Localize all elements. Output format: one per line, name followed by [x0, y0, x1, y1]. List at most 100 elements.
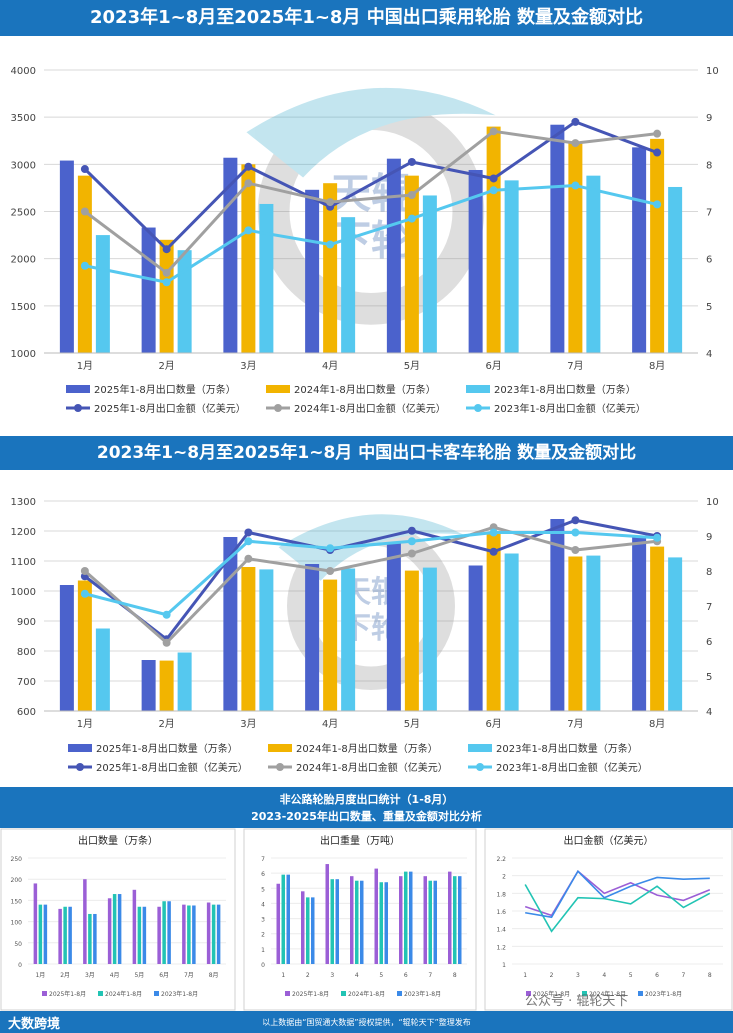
- truck-legend-marker: [476, 763, 484, 771]
- offroad-2-bar-1-7: [423, 876, 427, 964]
- offroad-1-bar-1-4: [107, 898, 112, 964]
- offroad-2-bar-3-6: [409, 871, 413, 964]
- offroad-3-xtick-label: 4: [602, 972, 606, 979]
- truck-legend-marker: [76, 763, 84, 771]
- offroad-2-bar-1-6: [399, 876, 403, 964]
- passenger-line-2-point-5: [407, 190, 416, 199]
- truck-bar-3-4: [341, 568, 356, 711]
- offroad-2-bar-2-3: [330, 879, 334, 964]
- offroad-2-xtick-label: 6: [404, 972, 408, 979]
- truck-xtick-label: 3月: [240, 718, 256, 730]
- truck-legend-swatch: [68, 744, 92, 752]
- offroad-1-bar-3-3: [93, 913, 97, 964]
- offroad-2-ytick-label: 1: [261, 947, 265, 954]
- truck-line-3-point-4: [326, 544, 335, 553]
- offroad-1-ytick-label: 200: [11, 877, 23, 884]
- offroad-3-xtick-label: 5: [629, 972, 633, 979]
- offroad-1-bar-2-5: [137, 906, 142, 964]
- offroad-1-bar-1-1: [33, 883, 38, 964]
- truck-bar-1-1: [59, 585, 74, 711]
- passenger-xtick-label: 7月: [567, 360, 583, 372]
- passenger-line-1-point-5: [407, 157, 416, 166]
- truck-y2tick-label: 7: [706, 602, 712, 613]
- offroad-1-legend-swatch: [154, 991, 159, 996]
- offroad-1-bar-1-7: [182, 904, 186, 964]
- truck-ytick-label: 1200: [11, 527, 36, 538]
- truck-line-3-point-8: [653, 533, 662, 542]
- offroad-2-bar-1-1: [276, 883, 280, 964]
- offroad-3-ytick-label: 2.2: [496, 856, 506, 863]
- offroad-2-ytick-label: 2: [261, 932, 265, 939]
- passenger-line-2-point-2: [162, 268, 171, 277]
- passenger-bar-3-8: [668, 186, 683, 353]
- offroad-2-legend-swatch: [341, 991, 346, 996]
- offroad-2-ytick-label: 6: [261, 871, 265, 878]
- passenger-bar-3-6: [504, 180, 519, 353]
- offroad-1-xtick-label: 4月: [110, 972, 120, 979]
- offroad-2-xtick-label: 3: [330, 972, 334, 979]
- passenger-y2tick-label: 9: [706, 113, 712, 124]
- offroad-2-bar-2-4: [355, 880, 359, 964]
- passenger-bar-1-2: [141, 227, 156, 353]
- truck-line-2-point-4: [326, 567, 335, 575]
- passenger-bar-1-5: [386, 158, 401, 353]
- offroad-1-ytick-label: 0: [18, 962, 22, 969]
- offroad-3-legend-swatch: [638, 991, 643, 996]
- passenger-xtick-label: 6月: [485, 360, 501, 372]
- offroad-1-bar-2-6: [162, 901, 166, 964]
- offroad-1-legend-label: 2025年1-8月: [49, 990, 86, 998]
- passenger-bar-1-7: [550, 124, 565, 353]
- offroad-2-bar-1-5: [374, 868, 378, 964]
- offroad-2-bar-1-8: [448, 871, 452, 964]
- offroad-2-bar-3-7: [433, 880, 437, 964]
- truck-xtick-label: 8月: [649, 718, 665, 730]
- passenger-legend-label: 2023年1-8月出口数量（万条）: [494, 383, 636, 396]
- offroad-3-legend-label: 2024年1-8月: [589, 990, 626, 998]
- offroad-1-bar-3-2: [68, 906, 72, 964]
- truck-legend-label: 2024年1-8月出口数量（万条）: [296, 742, 438, 755]
- passenger-bar-3-3: [259, 203, 274, 353]
- passenger-y2tick-label: 5: [706, 302, 712, 313]
- truck-legend-label: 2025年1-8月出口数量（万条）: [96, 742, 238, 755]
- passenger-line-2-point-4: [326, 198, 335, 207]
- offroad-2-legend-label: 2025年1-8月: [292, 990, 329, 998]
- offroad-tire-title: 非公路轮胎月度出口统计（1-8月）: [279, 793, 454, 806]
- passenger-bar-3-7: [586, 175, 601, 353]
- truck-line-3-point-6: [489, 528, 498, 537]
- offroad-3-line-2: [524, 884, 711, 933]
- truck-bar-3-5: [422, 567, 437, 711]
- brand-logo-text: 大数跨境: [8, 1017, 61, 1032]
- offroad-1-ytick-label: 100: [11, 920, 23, 927]
- passenger-ytick-label: 2000: [11, 255, 36, 266]
- offroad-3-ytick-label: 1: [502, 962, 506, 969]
- passenger-legend-swatch: [266, 385, 290, 393]
- offroad-2-ytick-label: 0: [261, 962, 265, 969]
- passenger-line-1: [83, 120, 658, 251]
- truck-watermark-ring: [310, 545, 432, 667]
- passenger-bar-2-5: [404, 175, 419, 353]
- truck-line-1-point-6: [489, 547, 498, 556]
- passenger-bar-1-6: [468, 169, 483, 353]
- offroad-3-xtick-label: 3: [576, 972, 580, 979]
- passenger-line-1-point-2: [162, 245, 171, 254]
- passenger-xtick-label: 3月: [240, 360, 256, 372]
- offroad-2-bar-2-2: [306, 897, 310, 964]
- offroad-2-xtick-label: 8: [453, 972, 457, 979]
- footer-note: 以上数据由“国贸通大数据”授权提供，“辊轮天下”整理发布: [262, 1018, 471, 1027]
- truck-line-2-point-2: [162, 638, 171, 647]
- offroad-2-xtick-label: 7: [428, 972, 432, 979]
- truck-line-1-point-3: [244, 528, 253, 537]
- offroad-1-bar-1-8: [206, 902, 211, 964]
- offroad-2-legend-label: 2024年1-8月: [348, 990, 385, 998]
- truck-legend-label: 2023年1-8月出口金额（亿美元）: [496, 761, 648, 774]
- truck-line-2-point-7: [571, 546, 580, 554]
- truck-ytick-label: 1100: [11, 557, 36, 568]
- offroad-1-ytick-label: 150: [11, 898, 23, 905]
- truck-bar-3-6: [504, 553, 519, 711]
- truck-line-2: [83, 525, 658, 645]
- truck-ytick-label: 600: [17, 707, 36, 718]
- offroad-1-xtick-label: 3月: [85, 972, 95, 979]
- truck-xtick-label: 5月: [404, 718, 420, 730]
- passenger-bar-1-3: [223, 157, 238, 353]
- truck-bar-3-3: [259, 569, 274, 711]
